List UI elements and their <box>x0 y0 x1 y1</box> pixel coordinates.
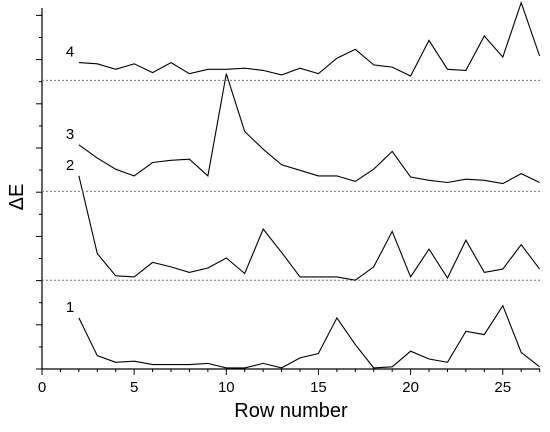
y-axis-ticks <box>36 14 42 370</box>
x-tick-label: 0 <box>38 379 46 396</box>
series-4: 4 <box>42 0 541 81</box>
series-label: 4 <box>66 44 74 61</box>
series-line <box>78 304 540 369</box>
series-line <box>78 175 541 281</box>
y-axis-title: ΔE <box>6 184 28 211</box>
plot-area: 1 2 3 4 <box>42 0 541 369</box>
x-tick-label: 20 <box>402 379 419 396</box>
series-line <box>78 73 540 185</box>
x-axis-title: Row number <box>234 400 348 422</box>
series-3: 3 <box>42 73 540 192</box>
series-line <box>78 0 541 77</box>
x-tick-label: 5 <box>130 379 138 396</box>
axes: 0 5 10 15 20 25 <box>36 8 541 396</box>
x-tick-label: 10 <box>218 379 235 396</box>
x-tick-label: 25 <box>494 379 511 396</box>
x-tick-label: 15 <box>310 379 327 396</box>
series-1: 1 <box>66 299 540 369</box>
series-label: 1 <box>66 299 74 316</box>
series-label: 3 <box>66 126 74 143</box>
series-2: 2 <box>42 157 541 281</box>
series-label: 2 <box>66 157 74 174</box>
x-axis-ticks: 0 5 10 15 20 25 <box>38 369 541 396</box>
